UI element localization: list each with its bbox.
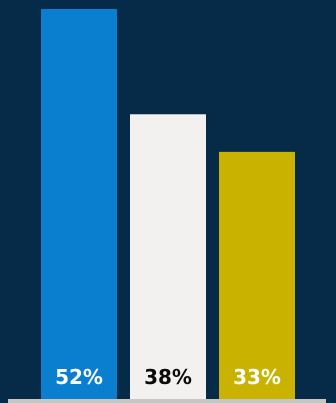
bar-1 bbox=[41, 9, 117, 400]
baseline bbox=[8, 399, 326, 403]
bar-value-label-2: 38% bbox=[144, 365, 192, 389]
bar-2 bbox=[130, 114, 206, 401]
bar-value-label-1: 52% bbox=[55, 365, 103, 389]
bar-value-label-3: 33% bbox=[233, 365, 281, 389]
bars-group bbox=[41, 9, 295, 401]
value-labels-group: 52% 38% 33% bbox=[55, 365, 281, 389]
bar-3 bbox=[219, 151, 295, 400]
